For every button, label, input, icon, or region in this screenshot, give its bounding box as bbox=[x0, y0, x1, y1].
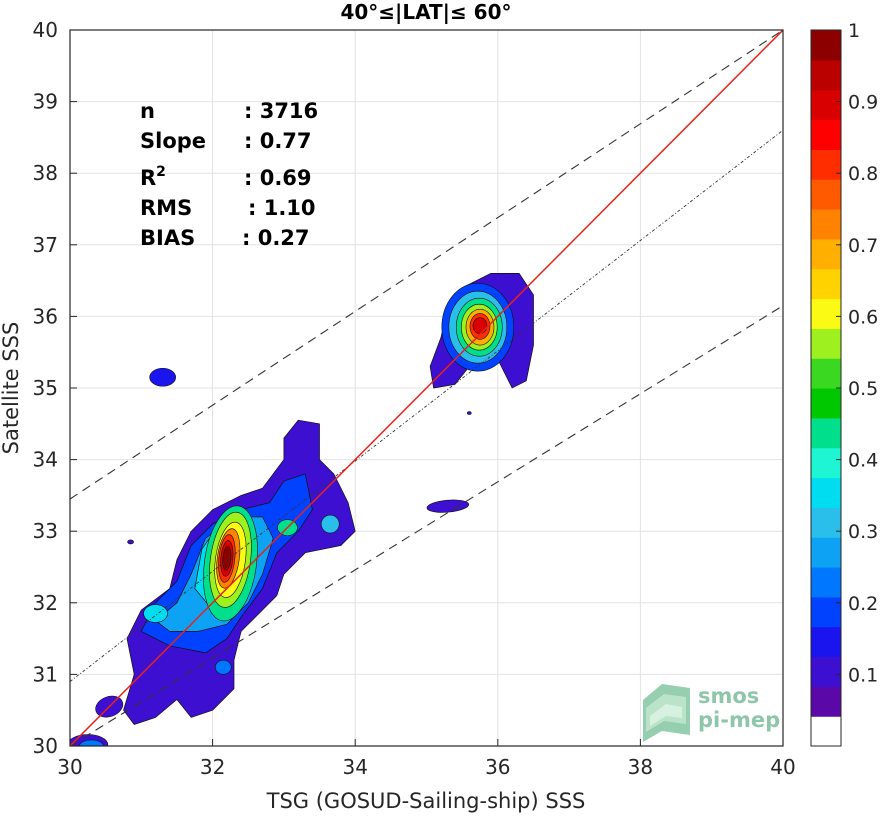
colorbar-segment bbox=[811, 447, 841, 479]
x-tick-label: 38 bbox=[628, 755, 653, 779]
stat-bias-value: : 0.27 bbox=[242, 226, 310, 250]
colorbar-tick-label: 0.5 bbox=[848, 378, 878, 400]
colorbar-segment bbox=[811, 59, 841, 91]
colorbar-segment bbox=[811, 149, 841, 180]
stat-slope-label: Slope bbox=[140, 129, 206, 153]
contour-isolated-left bbox=[149, 367, 176, 387]
contour-corner-cluster bbox=[79, 739, 104, 746]
regression-fit-line bbox=[70, 129, 783, 682]
colorbar-segment bbox=[811, 507, 841, 538]
x-tick-label: 40 bbox=[770, 755, 795, 779]
x-axis-ticks: 30 32 34 36 38 40 bbox=[57, 739, 796, 779]
colorbar-segment bbox=[811, 417, 841, 449]
y-tick-label: 37 bbox=[33, 233, 58, 257]
y-tick-label: 36 bbox=[33, 304, 58, 328]
colorbar-segment bbox=[811, 238, 841, 270]
y-tick-label: 31 bbox=[33, 662, 58, 686]
contour-high-peak bbox=[472, 317, 488, 335]
y-tick-label: 39 bbox=[33, 90, 58, 114]
colorbar-tick-label: 0.7 bbox=[848, 235, 878, 257]
contour-main-peak bbox=[222, 546, 232, 571]
colorbar-segment bbox=[811, 328, 841, 359]
smos-pimep-logo: smos pi-mep bbox=[643, 684, 780, 742]
stat-rms-value: : 1.10 bbox=[248, 196, 316, 220]
colorbar-segment bbox=[811, 298, 841, 329]
x-tick-label: 32 bbox=[200, 755, 225, 779]
colorbar-segment bbox=[811, 89, 841, 121]
y-tick-label: 33 bbox=[33, 519, 58, 543]
chart-title: 40°≤|LAT|≤ 60° bbox=[340, 0, 511, 24]
stats-box: n : 3716 Slope : 0.77 R2 : 0.69 RMS : 1.… bbox=[140, 99, 318, 250]
stat-n-value: : 3716 bbox=[244, 99, 318, 123]
stat-r2-value: : 0.69 bbox=[244, 166, 312, 190]
colorbar-segment bbox=[811, 179, 841, 210]
x-axis-label: TSG (GOSUD-Sailing-ship) SSS bbox=[266, 789, 586, 813]
colorbar-segment bbox=[811, 209, 841, 240]
logo-text-smos: smos bbox=[698, 684, 759, 708]
colorbar-segment bbox=[811, 358, 841, 389]
colorbar-ticks: 0.1 0.2 0.3 0.4 0.5 0.6 0.7 0.8 0.9 1 bbox=[836, 20, 878, 686]
y-tick-label: 35 bbox=[33, 376, 58, 400]
colorbar-tick-label: 0.2 bbox=[848, 593, 878, 615]
colorbar-segment bbox=[811, 30, 841, 61]
y-tick-label: 32 bbox=[33, 591, 58, 615]
colorbar-segment bbox=[811, 119, 841, 150]
density-contours bbox=[70, 273, 534, 746]
colorbar-segment bbox=[811, 656, 841, 687]
stat-r2-sup: 2 bbox=[156, 164, 166, 180]
colorbar-segment bbox=[811, 477, 841, 508]
contour-speck bbox=[466, 411, 472, 415]
y-tick-label: 40 bbox=[33, 18, 58, 42]
colorbar-segment bbox=[811, 596, 841, 628]
colorbar-segment bbox=[811, 268, 841, 300]
y-tick-label: 38 bbox=[33, 161, 58, 185]
stat-r2-base: R bbox=[140, 166, 156, 190]
colorbar-segment bbox=[811, 388, 841, 419]
y-axis-label: Satellite SSS bbox=[0, 322, 23, 455]
stat-n-label: n bbox=[140, 99, 155, 123]
colorbar-tick-label: 0.9 bbox=[848, 92, 878, 114]
colorbar-tick-label: 0.4 bbox=[848, 450, 878, 472]
colorbar-segment bbox=[811, 716, 841, 747]
contour-main-satellite bbox=[320, 514, 340, 534]
stat-rms-label: RMS bbox=[140, 196, 192, 220]
x-tick-label: 30 bbox=[57, 755, 82, 779]
colorbar-segment bbox=[811, 686, 841, 717]
stat-slope-value: : 0.77 bbox=[244, 129, 312, 153]
contour-main-satellite bbox=[143, 604, 168, 623]
colorbar-segment bbox=[811, 567, 841, 598]
lower-bound-dashed-line bbox=[70, 305, 783, 746]
one-to-one-line bbox=[70, 30, 783, 746]
colorbar bbox=[811, 30, 841, 747]
colorbar-segment bbox=[811, 626, 841, 658]
colorbar-tick-label: 0.6 bbox=[848, 306, 878, 328]
contour-isolated-right bbox=[426, 499, 470, 513]
colorbar-segment bbox=[811, 537, 841, 568]
colorbar-tick-label: 0.1 bbox=[848, 664, 878, 686]
colorbar-tick-label: 0.8 bbox=[848, 163, 878, 185]
contour-speck bbox=[127, 539, 134, 545]
y-axis-ticks: 30 31 32 33 34 35 36 37 38 39 40 bbox=[33, 18, 77, 758]
y-tick-label: 30 bbox=[33, 734, 58, 758]
stat-bias-label: BIAS bbox=[140, 226, 195, 250]
y-tick-label: 34 bbox=[33, 448, 58, 472]
upper-bound-dashed-line bbox=[70, 30, 783, 500]
contour-main-satellite bbox=[214, 659, 232, 675]
x-tick-label: 36 bbox=[485, 755, 510, 779]
colorbar-tick-label: 1 bbox=[848, 20, 860, 42]
logo-text-pimep: pi-mep bbox=[698, 708, 780, 732]
colorbar-tick-label: 0.3 bbox=[848, 521, 878, 543]
x-tick-label: 34 bbox=[342, 755, 367, 779]
stat-r2-label: R2 bbox=[140, 164, 166, 190]
